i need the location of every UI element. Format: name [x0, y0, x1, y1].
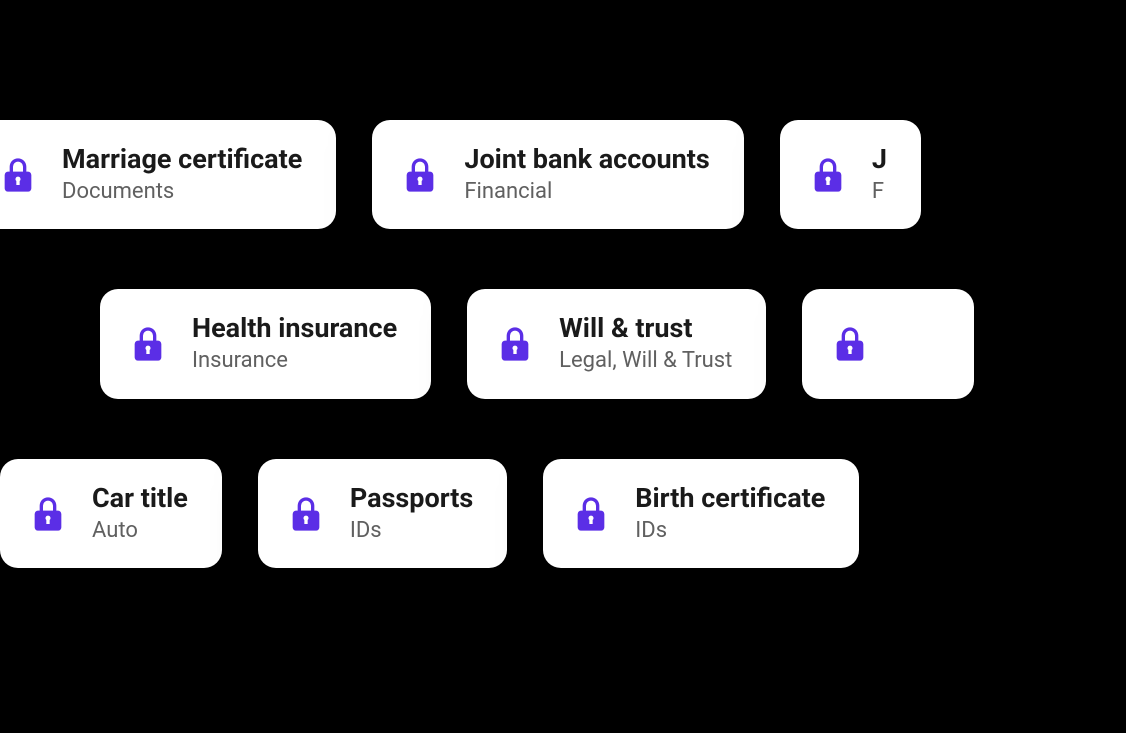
card-text: Marriage certificate Documents: [62, 144, 302, 205]
card-row: Health insurance Insurance Will & trust …: [100, 289, 1126, 398]
lock-icon: [571, 494, 611, 534]
card-title: Joint bank accounts: [464, 144, 709, 175]
document-card-health-insurance[interactable]: Health insurance Insurance: [100, 289, 431, 398]
lock-icon: [28, 494, 68, 534]
card-subtitle: F: [872, 179, 887, 205]
card-text: Will & trust Legal, Will & Trust: [559, 313, 732, 374]
document-card-birth-certificate[interactable]: Birth certificate IDs: [543, 459, 859, 568]
cards-container: Marriage certificate Documents Joint ban…: [0, 120, 1126, 628]
card-title: Car title: [92, 483, 188, 514]
document-card-joint-bank-accounts[interactable]: Joint bank accounts Financial: [372, 120, 743, 229]
card-row: Car title Auto Passports IDs Birth certi…: [0, 459, 1126, 568]
card-subtitle: Auto: [92, 518, 188, 544]
card-subtitle: IDs: [635, 518, 825, 544]
card-subtitle: Legal, Will & Trust: [559, 348, 732, 374]
lock-icon: [0, 155, 38, 195]
document-card-passports[interactable]: Passports IDs: [258, 459, 507, 568]
card-title: Will & trust: [559, 313, 732, 344]
lock-icon: [286, 494, 326, 534]
card-title: Birth certificate: [635, 483, 825, 514]
card-title: Marriage certificate: [62, 144, 302, 175]
card-title: Health insurance: [192, 313, 397, 344]
lock-icon: [830, 324, 870, 364]
lock-icon: [128, 324, 168, 364]
document-card-partial[interactable]: [802, 289, 974, 398]
card-text: Passports IDs: [350, 483, 473, 544]
card-row: Marriage certificate Documents Joint ban…: [0, 120, 1126, 229]
document-card-will-trust[interactable]: Will & trust Legal, Will & Trust: [467, 289, 766, 398]
card-text: Birth certificate IDs: [635, 483, 825, 544]
card-subtitle: Insurance: [192, 348, 397, 374]
document-card-car-title[interactable]: Car title Auto: [0, 459, 222, 568]
card-text: J F: [872, 144, 887, 205]
card-subtitle: Documents: [62, 179, 302, 205]
card-text: Car title Auto: [92, 483, 188, 544]
lock-icon: [808, 155, 848, 195]
lock-icon: [400, 155, 440, 195]
card-text: Health insurance Insurance: [192, 313, 397, 374]
card-subtitle: IDs: [350, 518, 473, 544]
lock-icon: [495, 324, 535, 364]
card-subtitle: Financial: [464, 179, 709, 205]
card-title: J: [872, 144, 887, 175]
document-card-marriage-certificate[interactable]: Marriage certificate Documents: [0, 120, 336, 229]
card-title: Passports: [350, 483, 473, 514]
card-text: Joint bank accounts Financial: [464, 144, 709, 205]
document-card-partial[interactable]: J F: [780, 120, 921, 229]
